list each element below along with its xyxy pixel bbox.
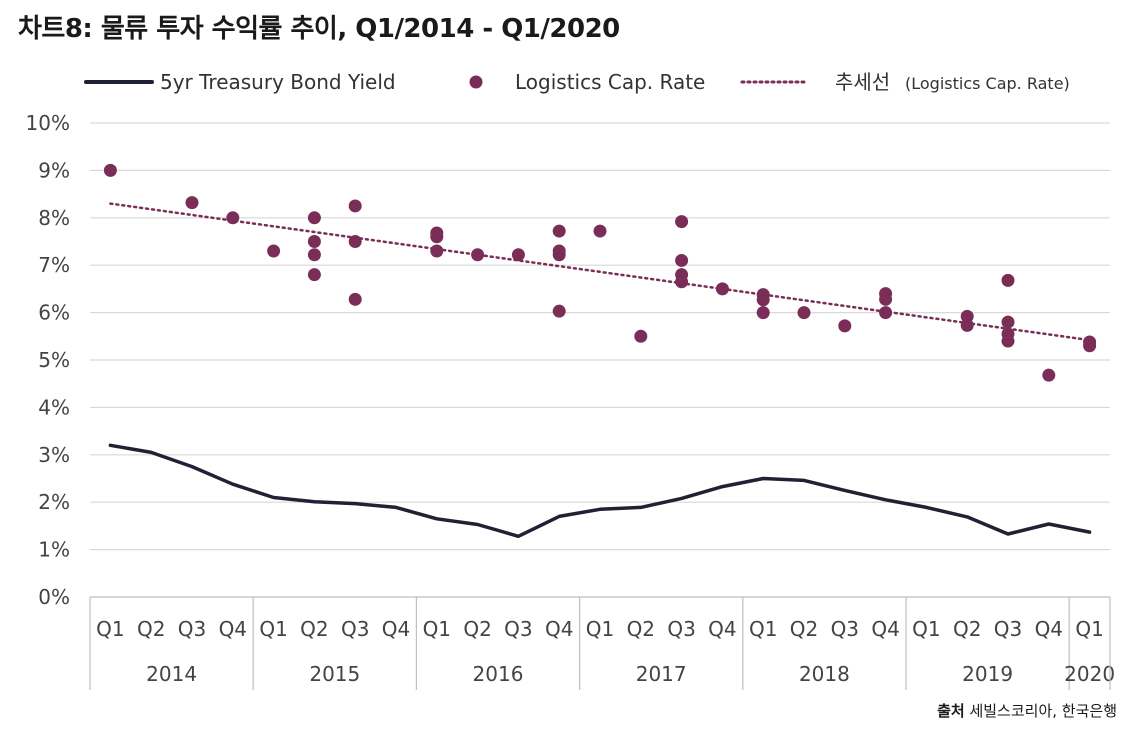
cap-rate-point <box>1001 273 1015 287</box>
x-quarter-label: Q4 <box>545 617 573 641</box>
source-note: 출처 세빌스코리아, 한국은행 <box>937 700 1117 721</box>
cap-rate-point <box>348 292 362 306</box>
cap-rate-point <box>307 248 321 262</box>
cap-rate-point <box>471 248 485 262</box>
legend: 5yr Treasury Bond Yield Logistics Cap. Ra… <box>84 70 1070 94</box>
y-tick-label: 3% <box>38 443 70 467</box>
treasury-yield-line <box>108 443 1092 539</box>
cap-rate-point <box>552 224 566 238</box>
x-quarter-label: Q4 <box>708 617 736 641</box>
x-quarter-label: Q3 <box>504 617 532 641</box>
legend-label-trend-suffix: (Logistics Cap. Rate) <box>905 74 1070 93</box>
cap-rate-point <box>1001 334 1015 348</box>
x-year-label: 2020 <box>1064 662 1115 686</box>
cap-rate-point <box>879 306 893 320</box>
y-tick-label: 5% <box>38 348 70 372</box>
source-label: 출처 <box>937 702 965 720</box>
cap-rate-points <box>103 163 1097 382</box>
x-quarter-label: Q4 <box>1035 617 1063 641</box>
x-axis: Q1 Q2 Q3 Q4 Q1 Q2 Q3 Q4 Q1 Q2 Q3 Q4 Q1 Q2 Q3 Q4 Q1 Q2 Q3 Q4… <box>89 597 1115 690</box>
cap-rate-point <box>430 244 444 258</box>
cap-rate-point <box>756 293 770 307</box>
x-quarter-label: Q3 <box>178 617 206 641</box>
x-quarter-label: Q1 <box>96 617 124 641</box>
cap-rate-point <box>634 329 648 343</box>
cap-rate-point <box>103 163 117 177</box>
cap-rate-point <box>960 318 974 332</box>
y-tick-label: 7% <box>38 253 70 277</box>
x-year-label: 2016 <box>473 662 524 686</box>
cap-rate-point <box>307 211 321 225</box>
cap-rate-point <box>715 282 729 296</box>
y-tick-label: 6% <box>38 301 70 325</box>
cap-rate-point <box>675 215 689 229</box>
x-year-label: 2018 <box>799 662 850 686</box>
x-quarter-label: Q2 <box>137 617 165 641</box>
x-quarter-label: Q1 <box>1075 617 1103 641</box>
trendline <box>109 202 1091 342</box>
y-tick-label: 1% <box>38 538 70 562</box>
legend-label-yield: 5yr Treasury Bond Yield <box>160 70 396 94</box>
cap-rate-point <box>552 304 566 318</box>
x-quarter-label: Q4 <box>871 617 899 641</box>
x-year-label: 2019 <box>962 662 1013 686</box>
cap-rate-point <box>1083 339 1097 353</box>
cap-rate-point <box>675 275 689 289</box>
x-quarter-label: Q2 <box>463 617 491 641</box>
cap-rate-point <box>838 319 852 333</box>
cap-rate-point <box>267 244 281 258</box>
cap-rate-point <box>511 248 525 262</box>
y-tick-label: 9% <box>38 158 70 182</box>
x-quarter-label: Q2 <box>300 617 328 641</box>
x-quarter-label: Q4 <box>382 617 410 641</box>
cap-rate-point <box>430 230 444 244</box>
x-quarter-label: Q3 <box>831 617 859 641</box>
x-quarter-label: Q1 <box>749 617 777 641</box>
legend-marker-swatch <box>469 75 483 89</box>
x-quarter-label: Q1 <box>259 617 287 641</box>
cap-rate-point <box>960 309 974 323</box>
trendline-path <box>109 202 1091 342</box>
y-tick-labels: 0% 1% 2% 3% 4% 5% 6% 7% 8% 9% 10% <box>26 111 70 609</box>
x-quarter-label: Q3 <box>341 617 369 641</box>
y-tick-label: 4% <box>38 395 70 419</box>
x-quarter-label: Q2 <box>627 617 655 641</box>
cap-rate-point <box>797 306 811 320</box>
cap-rate-point <box>756 306 770 320</box>
cap-rate-point <box>1042 368 1056 382</box>
y-tick-label: 10% <box>26 111 70 135</box>
cap-rate-point <box>307 235 321 248</box>
source-text: 세빌스코리아, 한국은행 <box>964 702 1117 720</box>
cap-rate-point <box>552 248 566 262</box>
cap-rate-point <box>1001 315 1015 329</box>
x-year-label: 2014 <box>146 662 197 686</box>
legend-label-cap-rate: Logistics Cap. Rate <box>515 70 705 94</box>
x-quarter-label: Q1 <box>586 617 614 641</box>
chart-title: 차트8: 물류 투자 수익률 추이, Q1/2014 - Q1/2020 <box>18 14 620 44</box>
x-year-label: 2015 <box>309 662 360 686</box>
x-quarter-label: Q1 <box>423 617 451 641</box>
x-quarter-label: Q4 <box>219 617 247 641</box>
legend-label-trend: 추세선 <box>835 70 890 94</box>
cap-rate-point <box>675 253 689 267</box>
x-quarter-label: Q3 <box>994 617 1022 641</box>
x-year-label: 2017 <box>636 662 687 686</box>
x-quarter-label: Q1 <box>912 617 940 641</box>
x-quarter-label: Q2 <box>953 617 981 641</box>
cap-rate-point <box>348 235 362 248</box>
x-quarter-label: Q2 <box>790 617 818 641</box>
cap-rate-point <box>593 224 607 238</box>
y-tick-label: 2% <box>38 490 70 514</box>
yield-line-path <box>108 443 1092 539</box>
cap-rate-point <box>226 211 240 225</box>
cap-rate-point <box>348 199 362 213</box>
y-tick-label: 0% <box>38 585 70 609</box>
cap-rate-point <box>185 196 199 210</box>
cap-rate-point <box>879 292 893 306</box>
y-tick-label: 8% <box>38 206 70 230</box>
x-quarter-label: Q3 <box>667 617 695 641</box>
grid-lines <box>90 122 1110 598</box>
cap-rate-point <box>307 268 321 282</box>
